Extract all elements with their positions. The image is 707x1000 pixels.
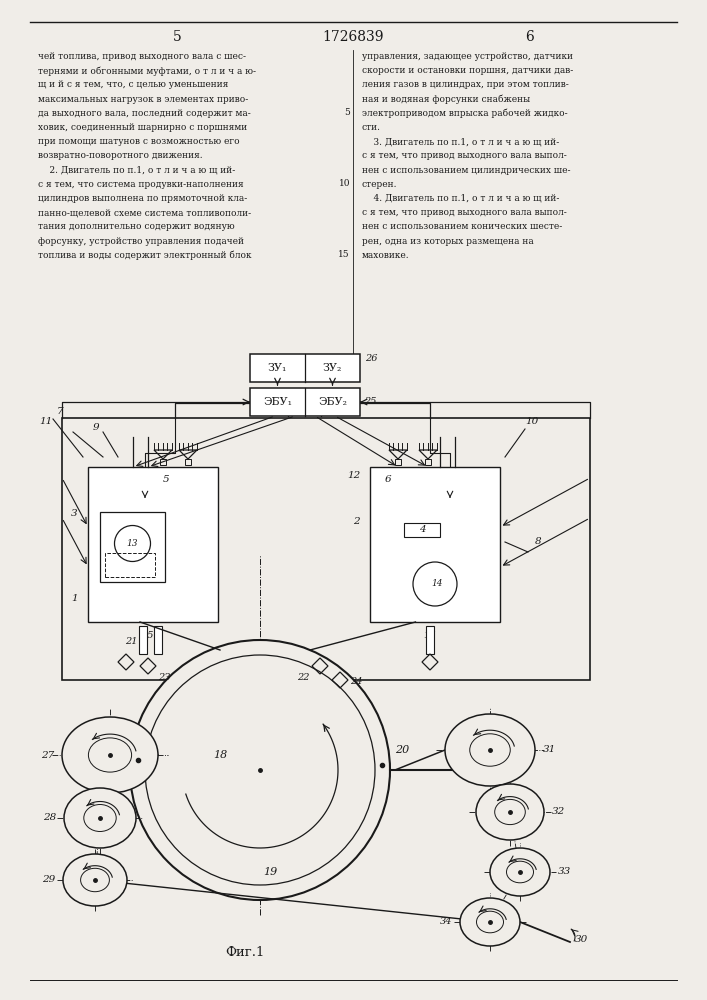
Text: 2. Двигатель по п.1, о т л и ч а ю щ ий-: 2. Двигатель по п.1, о т л и ч а ю щ ий- <box>38 166 235 175</box>
Ellipse shape <box>64 788 136 848</box>
Text: 19: 19 <box>263 867 277 877</box>
Text: нен с использованием цилиндрических ше-: нен с использованием цилиндрических ше- <box>362 166 571 175</box>
Text: 13: 13 <box>127 539 139 548</box>
Text: 22: 22 <box>298 674 310 682</box>
Ellipse shape <box>63 854 127 906</box>
Bar <box>425 459 431 465</box>
Text: стерен.: стерен. <box>362 180 397 189</box>
Ellipse shape <box>490 848 550 896</box>
Bar <box>139 626 147 654</box>
Bar <box>62 418 590 680</box>
Bar <box>88 467 218 622</box>
Text: сти.: сти. <box>362 123 381 132</box>
Text: 9: 9 <box>93 422 99 432</box>
Text: чей топлива, привод выходного вала с шес-: чей топлива, привод выходного вала с шес… <box>38 52 246 61</box>
Text: 10: 10 <box>525 418 539 426</box>
Text: 24: 24 <box>350 678 363 686</box>
Bar <box>100 512 165 582</box>
Text: да выходного вала, последний содержит ма-: да выходного вала, последний содержит ма… <box>38 109 251 118</box>
Text: 7: 7 <box>57 408 64 416</box>
Text: 10: 10 <box>339 179 350 188</box>
Text: 20: 20 <box>395 745 409 755</box>
Text: 1: 1 <box>71 594 78 603</box>
Text: 16: 16 <box>423 632 436 641</box>
Text: топлива и воды содержит электронный блок: топлива и воды содержит электронный блок <box>38 251 252 260</box>
Text: 27: 27 <box>41 750 54 760</box>
Text: управления, задающее устройство, датчики: управления, задающее устройство, датчики <box>362 52 573 61</box>
Text: 3: 3 <box>71 509 78 518</box>
Ellipse shape <box>476 784 544 840</box>
Text: с я тем, что привод выходного вала выпол-: с я тем, что привод выходного вала выпол… <box>362 208 567 217</box>
Text: 8: 8 <box>534 538 542 546</box>
Text: ная и водяная форсунки снабжены: ная и водяная форсунки снабжены <box>362 95 530 104</box>
Text: 6: 6 <box>525 30 534 44</box>
Text: 33: 33 <box>558 867 571 876</box>
Text: 6: 6 <box>385 475 391 484</box>
Text: 4: 4 <box>419 524 426 534</box>
Text: ЗУ₁: ЗУ₁ <box>268 363 287 373</box>
Text: 14: 14 <box>431 580 443 588</box>
Text: 3. Двигатель по п.1, о т л и ч а ю щ ий-: 3. Двигатель по п.1, о т л и ч а ю щ ий- <box>362 137 559 146</box>
Text: цилиндров выполнена по прямоточной кла-: цилиндров выполнена по прямоточной кла- <box>38 194 247 203</box>
Bar <box>395 459 401 465</box>
Text: 15: 15 <box>339 250 350 259</box>
Text: электроприводом впрыска рабочей жидко-: электроприводом впрыска рабочей жидко- <box>362 109 568 118</box>
Text: панно-щелевой схеме система топливополи-: панно-щелевой схеме система топливополи- <box>38 208 251 217</box>
Text: 25: 25 <box>364 397 377 406</box>
Text: нен с использованием конических шесте-: нен с использованием конических шесте- <box>362 222 562 231</box>
Text: ЭБУ₂: ЭБУ₂ <box>318 397 347 407</box>
Bar <box>105 552 155 577</box>
Text: 29: 29 <box>42 876 55 884</box>
Text: 5: 5 <box>173 30 182 44</box>
Text: 11: 11 <box>40 418 52 426</box>
Bar <box>250 388 360 416</box>
Text: 23: 23 <box>158 674 170 682</box>
Ellipse shape <box>130 640 390 900</box>
Ellipse shape <box>460 898 520 946</box>
Text: 12: 12 <box>347 471 361 480</box>
Bar <box>426 626 434 654</box>
Ellipse shape <box>62 717 158 793</box>
Text: 15: 15 <box>141 632 154 641</box>
Text: скорости и остановки поршня, датчики дав-: скорости и остановки поршня, датчики дав… <box>362 66 573 75</box>
Text: форсунку, устройство управления подачей: форсунку, устройство управления подачей <box>38 237 244 246</box>
Text: 32: 32 <box>552 808 566 816</box>
Text: маховике.: маховике. <box>362 251 409 260</box>
Text: 31: 31 <box>543 746 556 754</box>
Text: максимальных нагрузок в элементах приво-: максимальных нагрузок в элементах приво- <box>38 95 248 104</box>
Text: 34: 34 <box>440 918 452 926</box>
Bar <box>160 459 166 465</box>
Text: ховик, соединенный шарнирно с поршнями: ховик, соединенный шарнирно с поршнями <box>38 123 247 132</box>
Text: 5: 5 <box>163 475 169 484</box>
Text: тернями и обгонными муфтами, о т л и ч а ю-: тернями и обгонными муфтами, о т л и ч а… <box>38 66 256 76</box>
Text: возвратно-поворотного движения.: возвратно-поворотного движения. <box>38 151 203 160</box>
Text: ЗУ₂: ЗУ₂ <box>323 363 342 373</box>
Text: тания дополнительно содержит водяную: тания дополнительно содержит водяную <box>38 222 235 231</box>
Text: при помощи шатунов с возможностью его: при помощи шатунов с возможностью его <box>38 137 240 146</box>
Text: 2: 2 <box>354 517 360 526</box>
Text: 28: 28 <box>42 814 56 822</box>
Text: ления газов в цилиндрах, при этом топлив-: ления газов в цилиндрах, при этом топлив… <box>362 80 568 89</box>
Bar <box>250 354 360 382</box>
Text: 18: 18 <box>213 750 227 760</box>
Text: 1726839: 1726839 <box>322 30 384 44</box>
Bar <box>370 467 500 622</box>
Text: 17: 17 <box>145 756 158 764</box>
Text: 30: 30 <box>575 936 588 944</box>
Text: Фиг.1: Фиг.1 <box>226 946 264 958</box>
Bar <box>404 523 440 537</box>
Text: 26: 26 <box>365 354 378 363</box>
Text: с я тем, что привод выходного вала выпол-: с я тем, что привод выходного вала выпол… <box>362 151 567 160</box>
Text: ЭБУ₁: ЭБУ₁ <box>263 397 292 407</box>
Text: щ и й с я тем, что, с целью уменьшения: щ и й с я тем, что, с целью уменьшения <box>38 80 228 89</box>
Text: 4. Двигатель по п.1, о т л и ч а ю щ ий-: 4. Двигатель по п.1, о т л и ч а ю щ ий- <box>362 194 559 203</box>
Bar <box>154 626 162 654</box>
Text: 5: 5 <box>344 108 350 117</box>
Bar <box>185 459 191 465</box>
Ellipse shape <box>445 714 535 786</box>
Text: 21: 21 <box>124 638 137 647</box>
Text: рен, одна из которых размещена на: рен, одна из которых размещена на <box>362 237 534 246</box>
Text: с я тем, что система продувки-наполнения: с я тем, что система продувки-наполнения <box>38 180 244 189</box>
